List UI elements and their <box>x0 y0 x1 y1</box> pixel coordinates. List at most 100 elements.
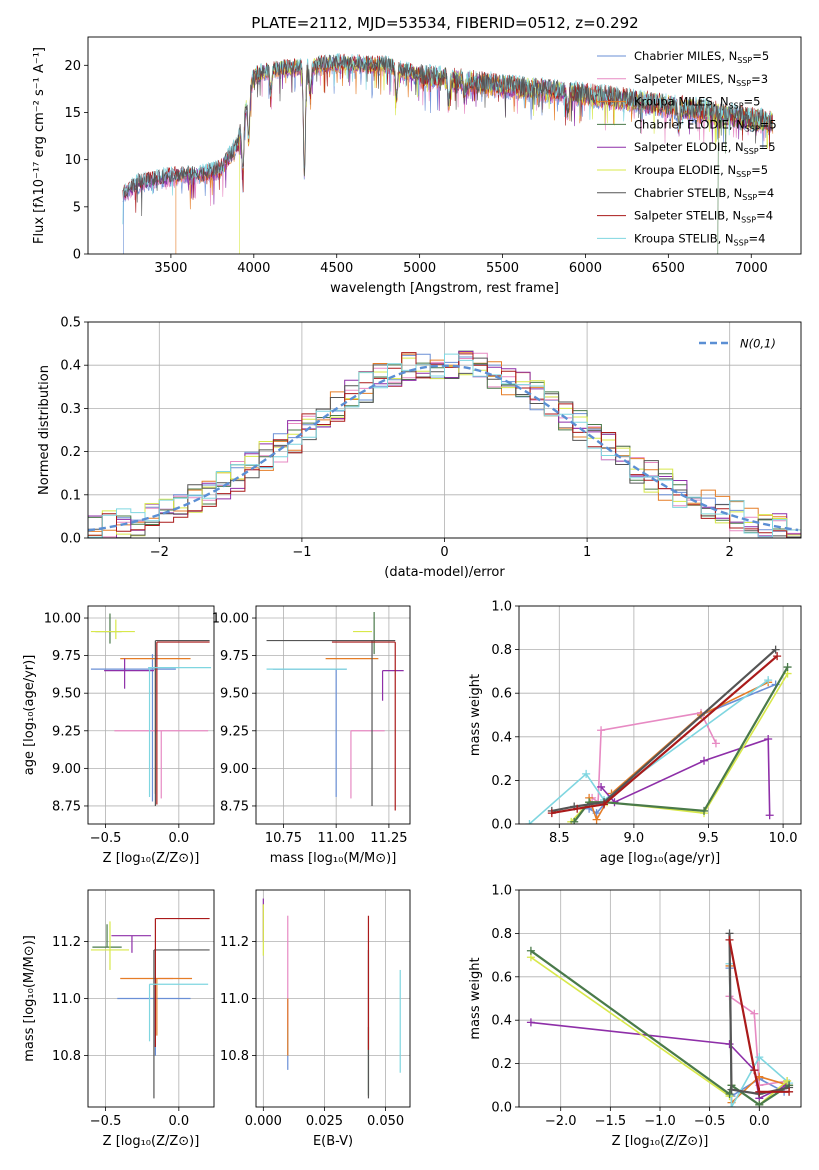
errorbar-5 <box>90 921 130 970</box>
y-tick-label: 10.00 <box>212 612 249 627</box>
errorbar-8 <box>148 667 212 797</box>
x-tick-label: 0.050 <box>367 1114 404 1129</box>
weight-marker <box>725 1089 734 1098</box>
plot-area-mass-vs-ebv <box>262 898 401 1099</box>
x-tick-label: −0.5 <box>90 1114 122 1129</box>
chart-mass-vs-Z: −0.5 0.0 10.8 11.0 11.2 Z [log₁₀(Z/Z⊙)] mass [… <box>22 889 215 1149</box>
plot-area-residuals <box>88 350 801 538</box>
y-tick-label: 9.75 <box>52 649 81 664</box>
y-tick-label: 20 <box>64 59 81 74</box>
weight-marker <box>765 811 774 820</box>
x-tick-label: −2.0 <box>545 1114 577 1129</box>
y-tick-label: 0.4 <box>60 359 81 374</box>
y-tick-label: 0.0 <box>491 818 512 833</box>
y-tick-label: 1.0 <box>491 600 512 615</box>
weight-marker <box>783 1076 792 1085</box>
plot-area-weight-vs-age <box>525 645 792 824</box>
weight-marker <box>597 726 606 735</box>
weight-marker <box>526 946 535 955</box>
x-axis-label: Z [log₁₀(Z/Z⊙)] <box>612 1134 709 1149</box>
weight-marker <box>526 1018 535 1027</box>
y-tick-label: 11.0 <box>220 992 249 1007</box>
x-tick-label: 10.0 <box>769 831 798 846</box>
x-tick-label: 7000 <box>735 261 768 276</box>
y-tick-label: 10.00 <box>44 612 81 627</box>
y-tick-label: 9.00 <box>220 762 249 777</box>
y-tick-label: 8.75 <box>220 799 249 814</box>
weight-marker <box>525 820 534 824</box>
x-tick-label: 3500 <box>154 261 187 276</box>
legend-entry: Chabrier STELIB, NSSP=4 <box>634 186 774 202</box>
weight-marker <box>582 769 591 778</box>
weight-marker <box>711 739 720 748</box>
y-tick-label: 0.6 <box>491 970 512 985</box>
y-tick-label: 8.75 <box>52 799 81 814</box>
weight-marker <box>764 734 773 743</box>
errorbar-7 <box>156 641 210 805</box>
y-tick-label: 0.2 <box>491 774 512 789</box>
chart-residuals: −2 −1 0 1 2 0.0 0.1 0.2 0.3 0.4 0.5 (data-model)/er… <box>37 316 802 580</box>
x-tick-label: −0.5 <box>90 831 122 846</box>
y-tick-label: 0.0 <box>491 1101 512 1116</box>
x-tick-label: 5500 <box>486 261 519 276</box>
y-tick-label: 5 <box>73 200 81 215</box>
x-tick-label: 9.0 <box>624 831 645 846</box>
weight-marker <box>725 1040 734 1049</box>
y-tick-label: 10 <box>64 153 81 168</box>
weight-marker <box>547 809 556 818</box>
x-tick-label: 0.000 <box>245 1114 282 1129</box>
chart-spectrum: 3500 4000 4500 5000 5500 6000 6500 7000 0 5 10 15 20… <box>32 36 802 296</box>
weight-marker <box>750 1066 759 1075</box>
y-tick-label: 0.8 <box>491 927 512 942</box>
x-tick-label: −2 <box>150 545 169 560</box>
y-tick-label: 0.1 <box>60 488 81 503</box>
legend-entry: Kroupa ELODIE, NSSP=5 <box>634 163 768 179</box>
weight-marker <box>755 1053 764 1062</box>
chart-mass-vs-ebv: 0.000 0.025 0.050 10.8 11.0 11.2 E(B-V) <box>220 889 411 1149</box>
weight-marker <box>771 645 780 654</box>
y-tick-label: 11.2 <box>52 935 81 950</box>
y-axis-label: Normed distribution <box>37 365 52 495</box>
axes-frame <box>255 889 411 1108</box>
x-tick-label: 0 <box>440 545 448 560</box>
errorbar-6 <box>153 949 210 1099</box>
y-tick-label: 11.0 <box>52 992 81 1007</box>
axes-frame <box>518 605 802 825</box>
plot-area-age-vs-mass <box>266 612 404 811</box>
y-tick-label: 9.00 <box>52 762 81 777</box>
y-tick-label: 1.0 <box>491 884 512 899</box>
y-tick-label: 9.50 <box>52 687 81 702</box>
y-tick-label: 0.4 <box>491 1014 512 1029</box>
y-tick-label: 0 <box>73 248 81 263</box>
chart-age-vs-Z: −0.5 0.0 8.75 9.00 9.25 9.50 9.75 10.00 Z [log₁₀… <box>22 605 215 866</box>
weight-marker <box>570 817 579 824</box>
plot-area-weight-vs-Z <box>526 929 794 1107</box>
errorbar-1 <box>350 730 385 799</box>
errorbar-0 <box>90 654 176 802</box>
x-tick-label: 8.5 <box>549 831 570 846</box>
errorbar-4 <box>104 658 154 689</box>
y-tick-label: 10.8 <box>52 1049 81 1064</box>
weight-series-7 <box>725 935 794 1096</box>
spectrum-line-6 <box>122 54 773 217</box>
x-tick-label: 4500 <box>320 261 353 276</box>
y-tick-label: 15 <box>64 106 81 121</box>
y-tick-label: 9.25 <box>220 724 249 739</box>
legend-entry: Kroupa STELIB, NSSP=4 <box>634 231 765 247</box>
x-tick-label: −1.0 <box>644 1114 676 1129</box>
y-tick-label: 0.6 <box>491 687 512 702</box>
errorbar-8 <box>148 983 209 1042</box>
weight-line <box>528 679 769 824</box>
y-axis-label: mass [log₁₀(M/M⊙)] <box>22 935 37 1062</box>
weight-marker <box>755 1087 764 1096</box>
weight-line <box>551 648 777 812</box>
x-tick-label: 6500 <box>652 261 685 276</box>
weight-marker <box>573 804 582 813</box>
weight-marker <box>764 676 773 685</box>
plot-area-age-vs-Z <box>90 613 212 806</box>
weight-line <box>551 655 778 815</box>
errorbar-4 <box>111 935 151 953</box>
x-tick-label: 11.00 <box>318 831 355 846</box>
weight-marker <box>700 756 709 765</box>
legend-entry: Salpeter STELIB, NSSP=4 <box>634 209 773 225</box>
